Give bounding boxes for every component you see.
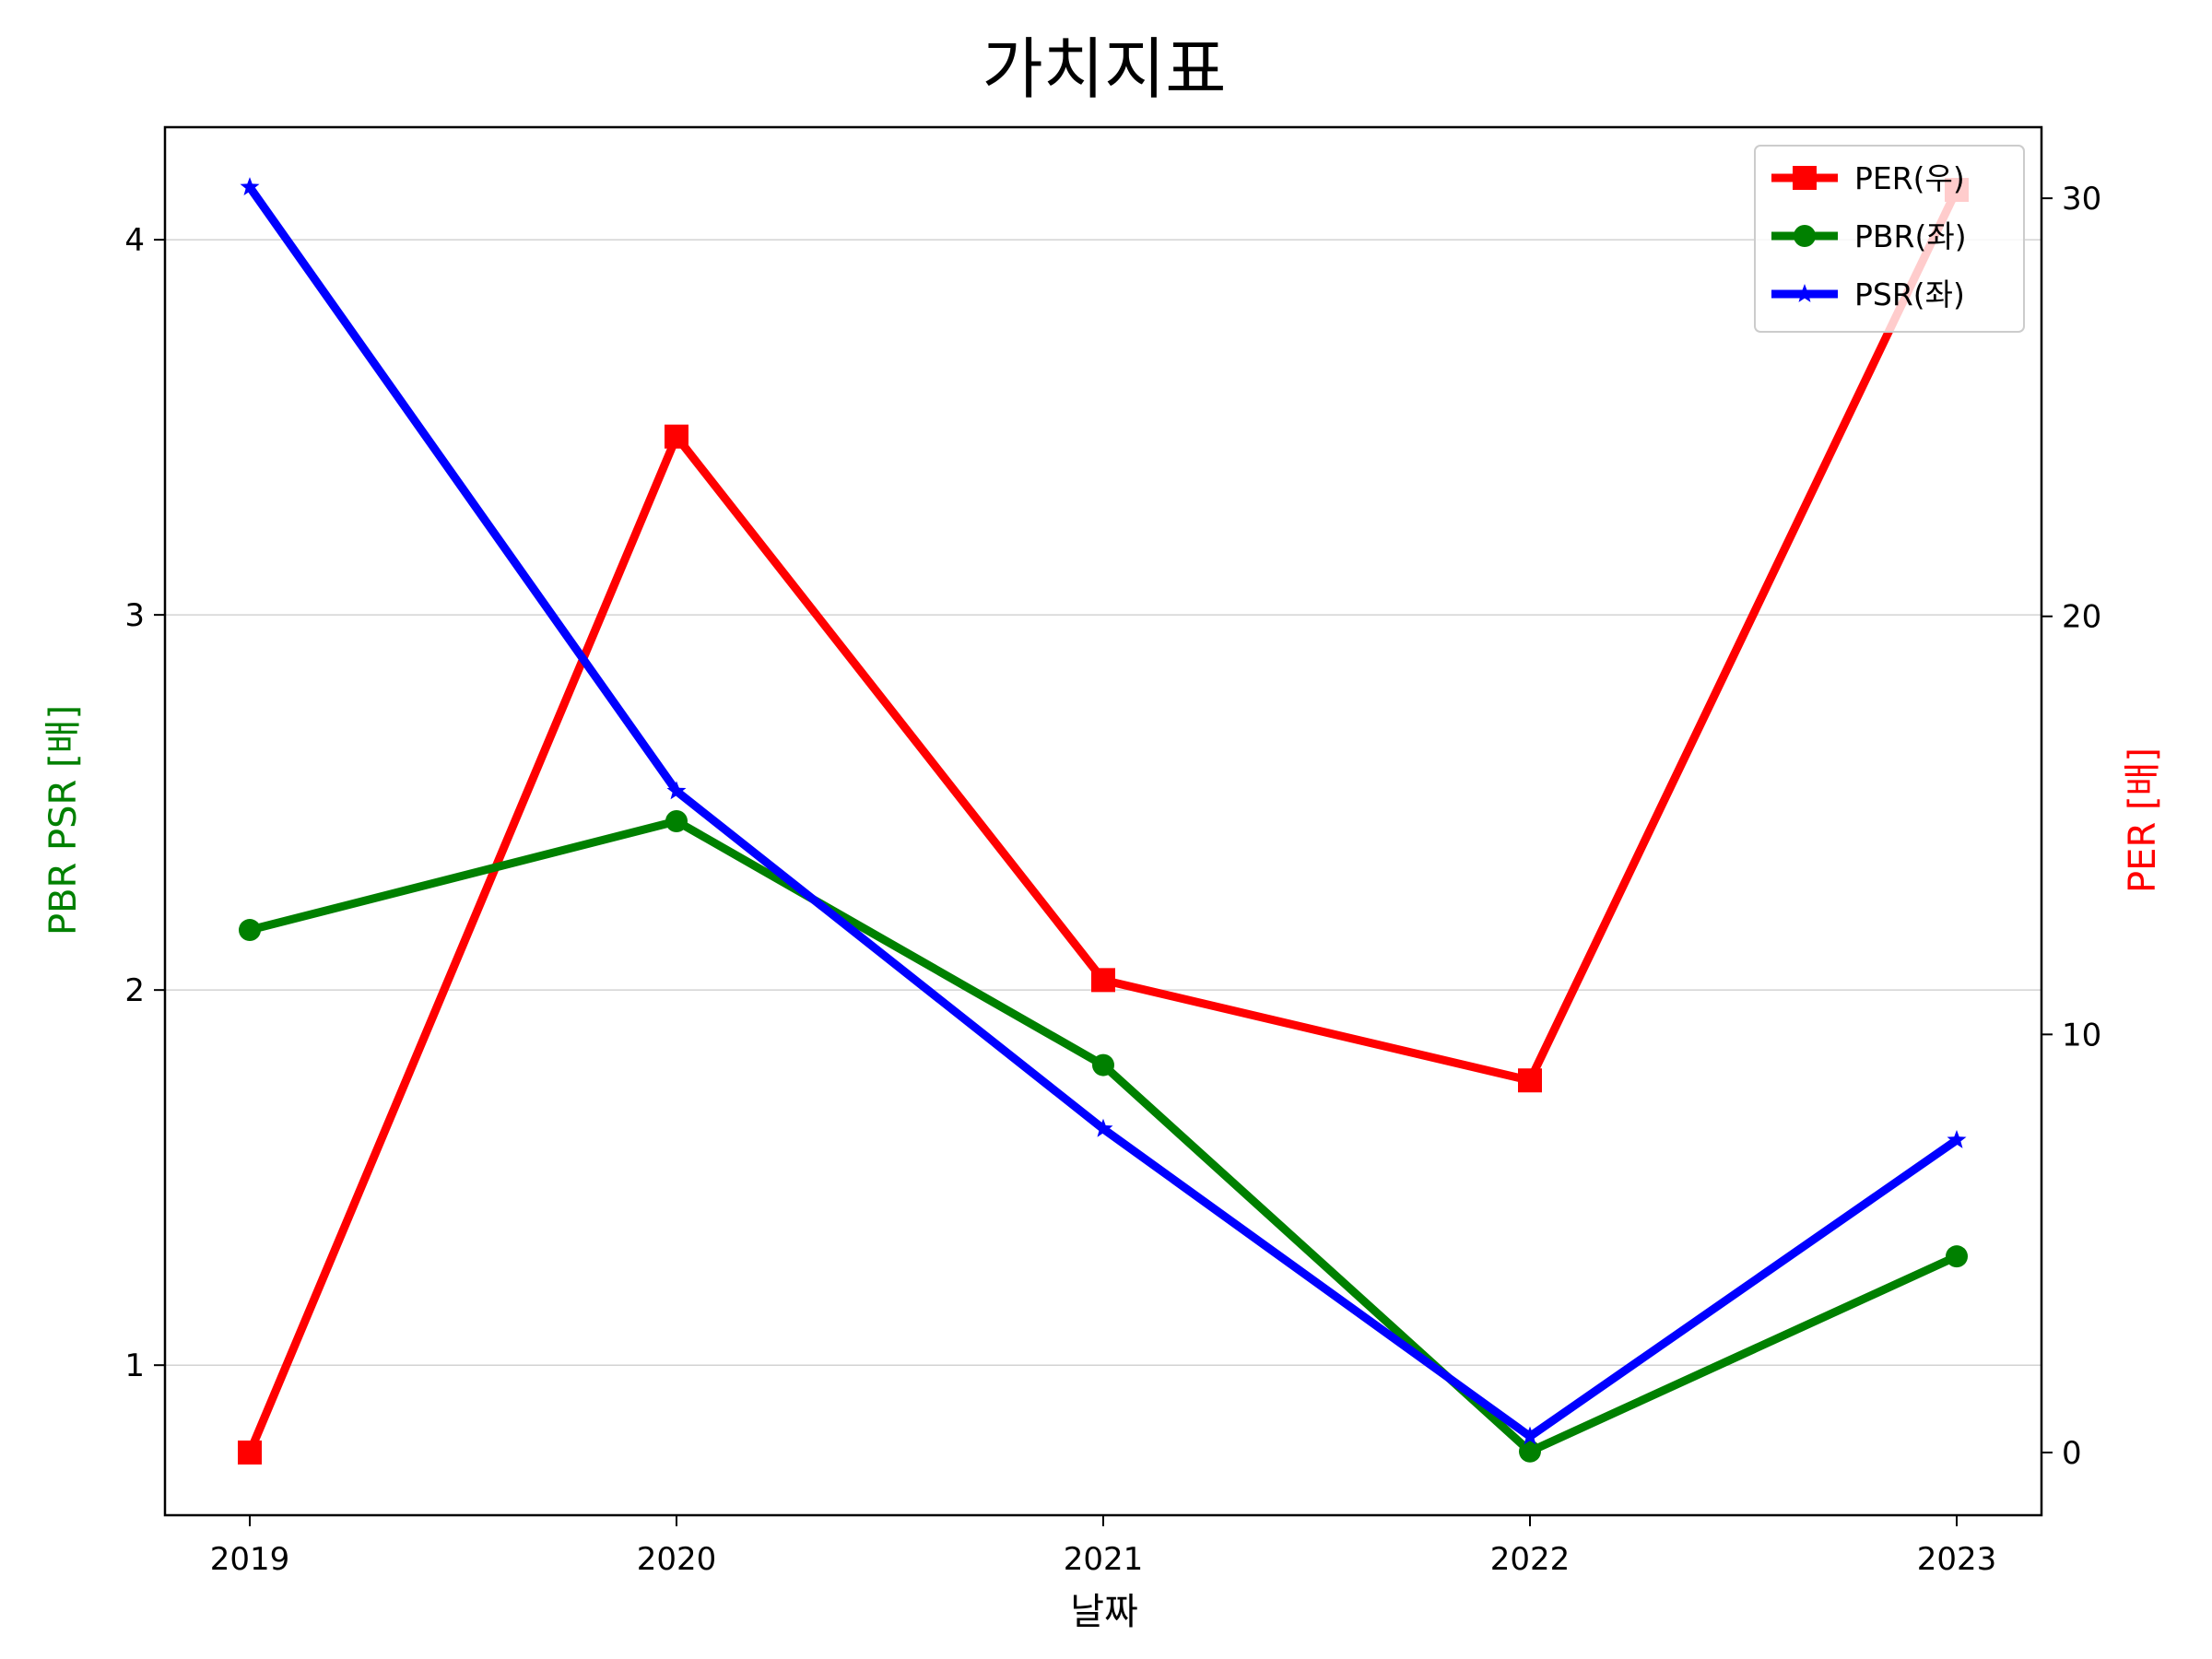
legend: PER(우) PBR(좌) PSR(좌) [1754,145,2025,333]
y-right-tick-label: 30 [2062,181,2101,218]
y-right-tick-label: 10 [2062,1017,2101,1053]
data-point-per [238,1440,262,1465]
data-point-pbr [1092,1053,1114,1077]
y-left-tick-label: 4 [124,222,145,259]
legend-box [1754,145,2025,333]
data-point-pbr [239,919,261,942]
data-point-psr [240,177,260,195]
legend-marker [1794,284,1815,302]
legend-marker [1793,166,1817,190]
x-axis-label: 날짜 [1070,1591,1138,1633]
data-point-pbr [665,810,688,832]
y-axis-right-label: PER [배] [2122,747,2164,893]
data-point-psr [666,781,687,800]
chart-title: 가치지표 [982,30,1227,108]
x-tick-label: 2020 [637,1541,717,1578]
data-point-per [665,424,688,449]
data-point-psr [1520,1426,1540,1445]
plot-frame [163,125,2043,1517]
y-right-tick-label: 0 [2062,1435,2082,1472]
y-axis-left-label: PBR PSR [배] [42,705,85,935]
x-tick-label: 2022 [1490,1541,1571,1578]
legend-marker [1794,225,1816,247]
gridlines [165,239,2041,1366]
y-left-tick-label: 1 [124,1347,145,1384]
y-left-tick-label: 3 [124,597,145,634]
x-tick-label: 2021 [1064,1541,1144,1578]
legend-label: PSR(좌) [1854,276,1965,312]
series-layer [238,177,1969,1465]
legend-label: PER(우) [1854,160,1965,196]
y-right-tick-label: 20 [2062,599,2101,636]
series-line-pbr [248,817,1959,1456]
axes-layer: 2019 2020 2021 2022 2023 1 2 3 4 0 10 20 30 [124,181,2101,1578]
data-point-per [1518,1068,1542,1093]
series-line-psr [246,184,1959,1441]
data-point-pbr [1519,1440,1541,1463]
legend-label: PBR(좌) [1854,218,1967,254]
data-point-per [1091,968,1115,993]
x-tick-label: 2023 [1917,1541,1997,1578]
data-point-psr [1093,1118,1113,1137]
series-line-per [245,188,1961,1454]
x-tick-label: 2019 [210,1541,290,1578]
data-point-psr [1947,1130,1967,1148]
y-left-tick-label: 2 [124,972,145,1009]
data-point-pbr [1946,1245,1968,1268]
